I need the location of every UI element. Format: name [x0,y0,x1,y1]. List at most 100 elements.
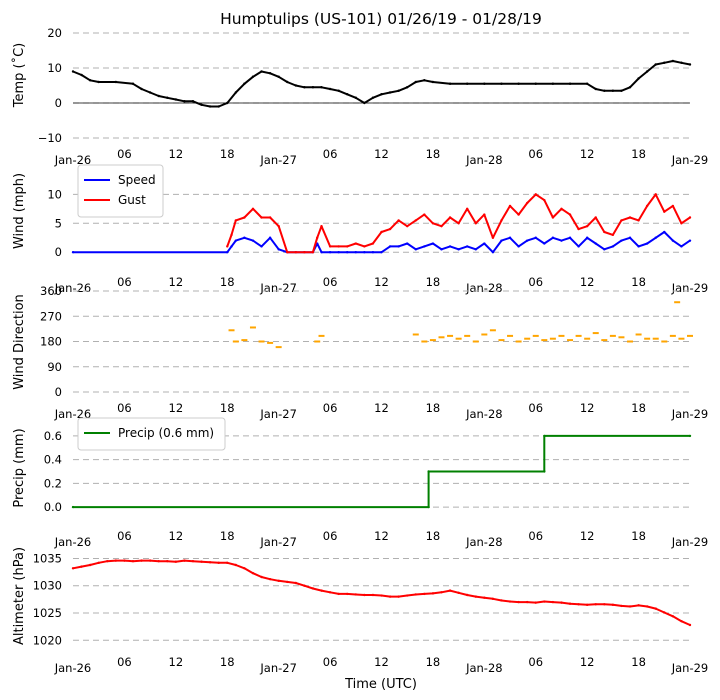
data-point [440,248,443,251]
data-point [431,242,435,245]
legend-box [77,417,226,451]
x-tick-label: 18 [426,655,441,669]
data-point [183,100,186,103]
series-line-temp [72,60,691,108]
data-point [500,599,503,602]
data-point [594,603,597,606]
panel-alt: 1035 1030 1025 1020 Altimeter (hPa) Jan-26 06 1… [12,547,708,675]
data-point [406,594,409,597]
legend-label: Speed [118,173,156,187]
x-tick-label: Jan-28 [465,407,503,421]
data-point [663,230,666,234]
data-point [637,604,640,607]
data-point [328,245,332,248]
y-tick-label: 1020 [33,633,62,647]
data-point [243,567,246,570]
data-point [226,101,229,105]
data-point [217,105,220,108]
x-tick-label: 18 [631,401,646,415]
data-point [397,89,400,92]
data-point [354,242,357,245]
data-point [628,86,632,89]
data-point [380,230,383,234]
data-point [183,559,186,562]
x-tick-label: 06 [117,401,132,415]
y-axis-label: Precip (mm) [12,428,27,507]
data-point [427,505,430,509]
data-point [148,91,152,94]
data-point [303,584,306,587]
data-point [440,224,443,228]
x-tick-label: 18 [631,529,646,543]
data-point [671,204,675,208]
legend-box [77,164,164,218]
x-tick-label: 06 [528,401,543,415]
data-point [628,236,632,239]
data-point [474,595,477,598]
data-point [406,86,409,89]
y-axis-label: Temp (˚C) [11,43,27,109]
data-point [654,193,657,196]
data-point [465,593,469,597]
data-point [645,70,649,73]
data-point [525,201,529,205]
data-point [483,213,486,216]
x-tick-label: 12 [169,401,184,415]
data-point [688,434,692,438]
data-point [226,561,229,565]
data-point [294,581,298,585]
data-point [645,242,649,245]
x-tick-label: 12 [374,655,389,669]
x-tick-label: Jan-29 [671,661,709,675]
data-point [483,596,486,599]
y-tick-label: 0.4 [44,453,62,467]
panel-temp: 20 10 0 −10 Temp (˚C) Jan-26 06 12 18 Jan-27 06 12 1… [11,26,708,167]
series-line-precip-mm- [73,434,690,509]
data-point [517,213,520,216]
data-point [500,239,503,242]
data-point [534,82,537,85]
x-tick-label: 06 [323,655,338,669]
data-point [406,224,409,228]
data-point [230,245,233,248]
data-point [328,251,332,254]
data-point [551,82,555,85]
x-tick-label: Jan-27 [259,407,297,421]
data-point [551,216,555,219]
data-point [174,98,178,101]
data-point [71,505,75,509]
data-point [363,245,366,248]
data-point [680,245,683,248]
data-point [663,611,666,614]
data-point [603,230,606,234]
data-point [414,80,417,84]
data-point [654,63,657,66]
data-point [594,216,597,219]
data-point [448,216,452,219]
y-tick-label: 10 [47,187,62,201]
data-point [294,84,298,87]
data-point [483,242,486,245]
data-point [174,560,178,563]
x-tick-label: 12 [580,275,595,289]
data-point [508,236,512,239]
data-point [268,577,272,581]
data-point [311,587,315,590]
x-tick-label: Jan-27 [259,535,297,549]
data-point [508,204,512,208]
data-point [465,82,469,85]
data-point [517,600,520,604]
data-point [483,82,486,85]
y-tick-label: 1035 [33,551,62,565]
y-tick-label: 0 [55,245,62,259]
data-point [500,219,503,222]
data-point [88,79,92,82]
data-point [534,193,537,196]
data-point [320,251,323,254]
x-tick-label: 18 [220,401,235,415]
data-point [611,89,615,92]
data-point [363,251,366,254]
data-point [286,80,289,84]
data-point [200,103,203,106]
x-tick-label: Jan-28 [465,661,503,675]
